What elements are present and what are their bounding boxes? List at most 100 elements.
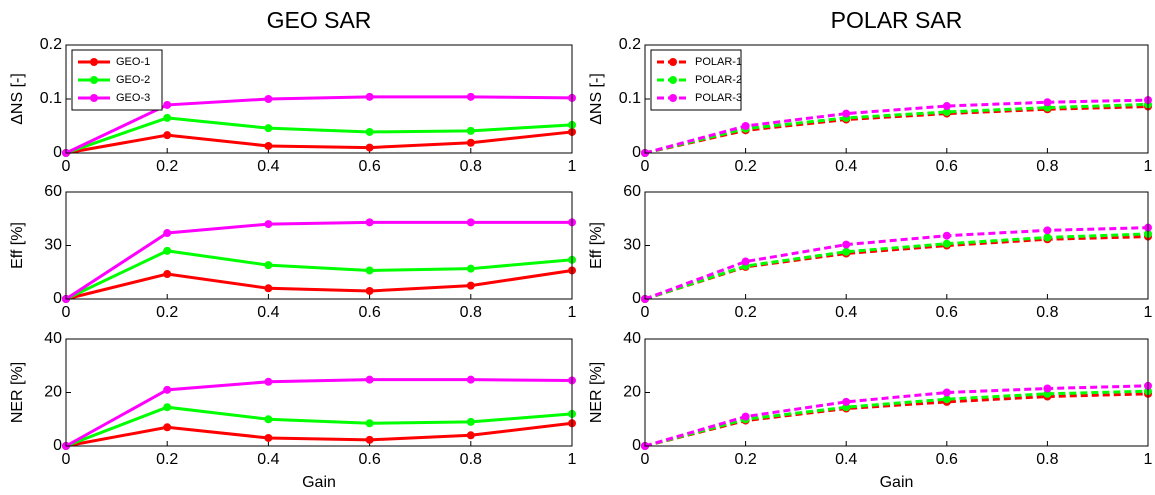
x-tick-label: 1 — [1144, 451, 1153, 468]
series-line — [65, 116, 573, 155]
y-tick-label: 0.1 — [619, 90, 641, 107]
marker — [942, 239, 951, 248]
y-tick-label: 20 — [623, 384, 641, 401]
marker — [365, 419, 374, 428]
legend-marker — [669, 94, 677, 102]
marker — [466, 126, 475, 135]
marker — [163, 423, 172, 432]
axes-box — [644, 338, 1149, 447]
y-tick-label: 0 — [632, 144, 641, 161]
marker — [365, 375, 374, 384]
marker — [1043, 384, 1052, 393]
x-tick-label: 0.2 — [156, 451, 178, 468]
y-tick-label: 40 — [44, 330, 62, 347]
marker — [741, 122, 750, 130]
x-tick-label: 0.8 — [1036, 158, 1058, 175]
x-tick-label: 0.6 — [936, 451, 958, 468]
y-axis-label: Eff [%] — [588, 222, 605, 269]
x-tick-label: 0.2 — [734, 304, 756, 321]
marker — [365, 435, 374, 444]
marker — [466, 264, 475, 273]
marker — [264, 95, 273, 103]
marker — [466, 218, 475, 227]
marker — [466, 417, 475, 426]
marker — [365, 286, 374, 295]
legend-box — [650, 49, 742, 111]
x-tick-label: 0 — [62, 451, 71, 468]
series-line — [644, 384, 1149, 448]
y-tick-label: 30 — [623, 237, 641, 254]
x-tick-label: 0 — [62, 304, 71, 321]
series-line — [65, 249, 573, 301]
y-tick-label: 0 — [53, 290, 62, 307]
marker — [365, 127, 374, 136]
x-tick-label: 0.6 — [936, 158, 958, 175]
series-line — [65, 421, 573, 448]
marker — [942, 388, 951, 397]
legend-marker — [90, 94, 98, 102]
axes-box — [65, 338, 573, 447]
x-tick-label: 0 — [641, 304, 650, 321]
y-tick-label: 0 — [53, 437, 62, 454]
marker — [163, 113, 172, 122]
x-tick-label: 0 — [641, 451, 650, 468]
x-tick-label: 0.8 — [1036, 304, 1058, 321]
x-tick-label: 0.4 — [835, 451, 857, 468]
y-tick-label: 30 — [44, 237, 62, 254]
x-tick-label: 0.4 — [257, 158, 279, 175]
x-tick-label: 1 — [568, 158, 577, 175]
x-tick-label: 0 — [62, 158, 71, 175]
marker — [264, 220, 273, 229]
marker — [942, 107, 951, 116]
x-tick-label: 1 — [1144, 158, 1153, 175]
series-line — [65, 378, 573, 448]
x-tick-label: 1 — [568, 451, 577, 468]
series-line — [644, 389, 1149, 448]
marker — [942, 102, 951, 111]
x-tick-label: 0.8 — [460, 451, 482, 468]
y-tick-label: 0 — [632, 437, 641, 454]
x-tick-label: 1 — [568, 304, 577, 321]
y-tick-label: 0.2 — [619, 36, 641, 53]
marker — [842, 397, 851, 406]
marker — [1043, 98, 1052, 107]
chart-title: POLAR SAR — [831, 7, 963, 33]
y-axis-label: NER [%] — [9, 362, 26, 423]
series-line — [644, 102, 1149, 155]
marker — [842, 109, 851, 118]
series-line — [65, 130, 573, 155]
x-axis-label: Gain — [302, 474, 336, 491]
marker — [1043, 233, 1052, 242]
series-line — [644, 105, 1149, 155]
legend-marker — [669, 58, 677, 66]
y-axis-label: ΔNS [-] — [588, 73, 605, 125]
x-tick-label: 0.6 — [358, 158, 380, 175]
marker — [163, 131, 172, 140]
legend-marker — [90, 76, 98, 84]
axes-box — [65, 191, 573, 300]
marker — [163, 403, 172, 412]
marker — [264, 141, 273, 150]
marker — [264, 124, 273, 133]
x-tick-label: 0.6 — [358, 451, 380, 468]
x-axis-label: Gain — [880, 474, 914, 491]
y-tick-label: 0.1 — [40, 90, 62, 107]
marker — [466, 431, 475, 440]
marker — [466, 375, 475, 384]
axes-box — [644, 191, 1149, 300]
x-tick-label: 0.2 — [734, 451, 756, 468]
legend-label: GEO-1 — [116, 56, 150, 68]
y-tick-label: 0 — [632, 290, 641, 307]
marker — [163, 229, 172, 238]
marker — [466, 92, 475, 101]
legend-label: GEO-3 — [116, 92, 150, 104]
marker — [264, 377, 273, 386]
axes-box — [65, 44, 573, 154]
y-axis-label: ΔNS [-] — [9, 73, 26, 125]
marker — [163, 385, 172, 394]
series-line — [644, 226, 1149, 301]
marker — [466, 281, 475, 290]
marker — [741, 257, 750, 266]
